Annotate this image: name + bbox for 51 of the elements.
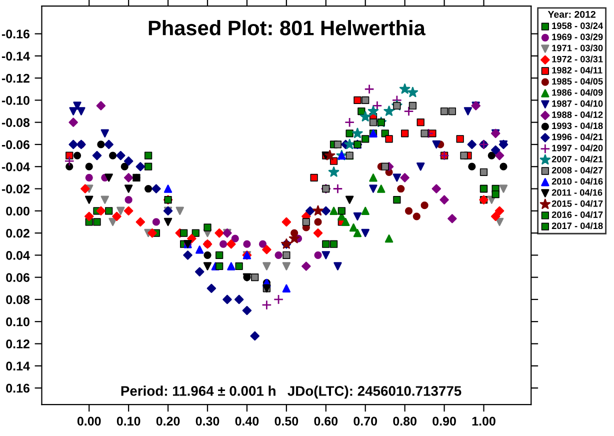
x-tick-label: 0.00 — [77, 416, 101, 426]
x-tick-label: 0.30 — [196, 416, 220, 426]
legend-label: 2016 - 04/17 — [552, 211, 603, 218]
y-tick-label: -0.10 — [2, 96, 30, 105]
legend-label: 1971 - 03/30 — [552, 44, 603, 52]
legend-label: 2007 - 04/21 — [552, 156, 603, 162]
x-tick-label: 0.70 — [354, 416, 378, 426]
x-tick-label: 0.80 — [393, 416, 416, 426]
annotation: Period: 11.964 ± 0.001 h — [121, 386, 276, 396]
x-tick-label: 0.90 — [432, 416, 456, 426]
y-tick-label: 0.06 — [6, 273, 30, 282]
legend-label: 2015 - 04/17 — [552, 200, 603, 207]
y-tick-label: -0.08 — [2, 118, 30, 127]
legend-label: 1972 - 03/31 — [552, 56, 603, 62]
legend-label: 2008 - 04/27 — [552, 166, 603, 174]
y-tick-label: 0.12 — [6, 340, 30, 348]
x-tick-label: 0.40 — [235, 416, 259, 426]
legend-label: 1958 - 03/24 — [552, 22, 604, 30]
y-tick-label: -0.14 — [2, 52, 30, 61]
legend-label: 1997 - 04/20 — [552, 144, 603, 152]
y-tick-label: -0.12 — [2, 74, 30, 83]
x-tick-label: 0.10 — [116, 416, 140, 426]
y-tick-label: 0.02 — [6, 228, 30, 238]
legend-label: 2017 - 04/18 — [552, 222, 603, 230]
y-tick-label: -0.02 — [2, 184, 30, 194]
legend-label: 1987 - 04/10 — [552, 100, 603, 107]
x-tick-label: 1.00 — [472, 416, 496, 426]
legend-label: 2010 - 04/16 — [552, 178, 603, 185]
x-tick-label: 0.60 — [314, 416, 338, 426]
legend-label: 1993 - 04/18 — [552, 122, 603, 130]
y-tick-label: -0.06 — [2, 140, 30, 150]
y-tick-label: 0.00 — [6, 206, 30, 216]
x-tick-label: 0.50 — [274, 416, 298, 426]
y-tick-label: -0.16 — [2, 30, 30, 38]
y-tick-label: 0.08 — [6, 295, 30, 304]
y-tick-label: 0.16 — [6, 384, 30, 393]
y-tick-label: 0.14 — [6, 362, 30, 371]
legend-label: 1996 - 04/21 — [552, 133, 603, 140]
legend-label: 2011 - 04/16 — [552, 188, 602, 196]
legend-title: Year: 2012 — [548, 10, 596, 18]
legend-label: 1985 - 04/05 — [552, 78, 603, 85]
text: Phased Plot: 801 Helwerthia — [148, 20, 426, 36]
legend-label: 1986 - 04/09 — [552, 88, 603, 96]
y-tick-label: 0.10 — [6, 317, 30, 326]
x-tick-label: 0.20 — [156, 416, 180, 426]
legend-label: 1982 - 04/11 — [552, 66, 602, 74]
y-tick-label: 0.04 — [6, 250, 30, 260]
legend-label: 1969 - 03/29 — [552, 33, 603, 40]
annotation: JDo(LTC): 2456010.713775 — [288, 386, 462, 399]
y-tick-label: -0.04 — [2, 162, 30, 172]
legend-label: 1988 - 04/12 — [552, 111, 603, 118]
